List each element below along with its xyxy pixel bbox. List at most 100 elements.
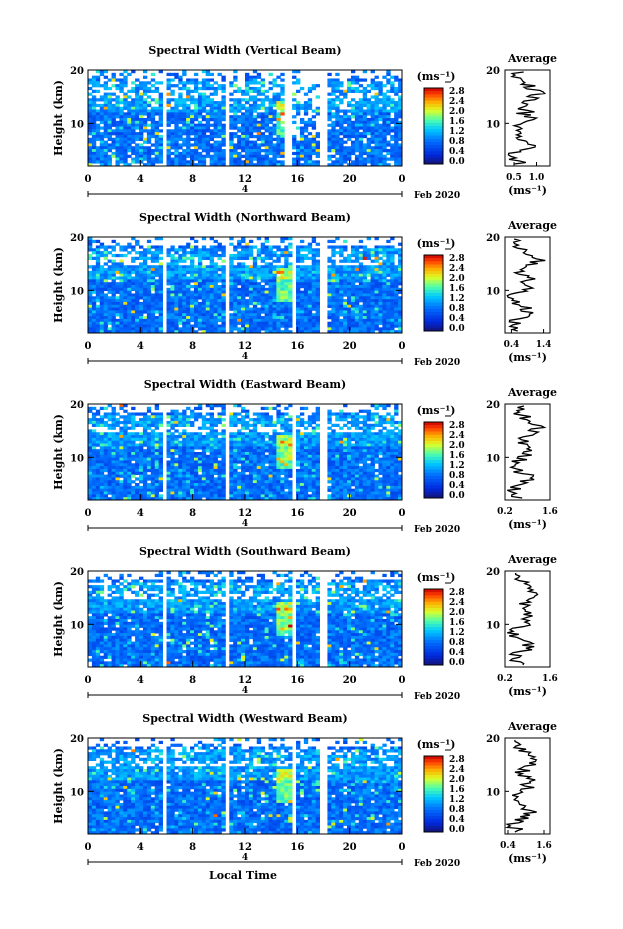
- heatmap-cell: [107, 488, 112, 492]
- heatmap-cell: [237, 327, 242, 331]
- heatmap-cell: [374, 75, 379, 79]
- heatmap-cell: [95, 435, 101, 439]
- heatmap-cell: [103, 120, 109, 125]
- heatmap-cell: [394, 318, 399, 323]
- heatmap-cell: [139, 262, 144, 266]
- heatmap-cell: [91, 146, 97, 150]
- colorbar-segment: [424, 145, 443, 149]
- heatmap-cell: [146, 443, 152, 447]
- heatmap-cell: [115, 126, 120, 130]
- heatmap-cell: [154, 485, 160, 490]
- heatmap-cell: [252, 270, 258, 275]
- heatmap-cell: [378, 287, 383, 292]
- heatmap-cell: [146, 248, 152, 252]
- heatmap-cell: [354, 149, 360, 153]
- heatmap-cell: [350, 321, 356, 325]
- heatmap-cell: [221, 163, 226, 167]
- heatmap-cell: [190, 273, 195, 277]
- heatmap-cell: [190, 449, 195, 453]
- heatmap-cell: [241, 123, 246, 127]
- heatmap-cell: [276, 98, 281, 102]
- colorbar-segment: [424, 289, 443, 294]
- heatmap-cell: [174, 480, 179, 484]
- heatmap-cell: [303, 245, 309, 249]
- heatmap-cell: [296, 324, 301, 328]
- heatmap-cell: [178, 474, 183, 478]
- heatmap-cell: [245, 149, 250, 153]
- heatmap-cell: [347, 279, 352, 283]
- heatmap-cell: [241, 239, 246, 244]
- heatmap-cell: [131, 81, 136, 85]
- heatmap-cell: [166, 463, 171, 467]
- heatmap-cell: [142, 443, 148, 447]
- heatmap-cell: [139, 423, 144, 427]
- heatmap-cell: [233, 89, 238, 93]
- heatmap-cell: [315, 268, 320, 272]
- heatmap-cell: [127, 95, 132, 99]
- heatmap-cell: [343, 265, 348, 269]
- heatmap-cell: [142, 126, 148, 130]
- heatmap-cell: [398, 126, 403, 130]
- heatmap-cell: [354, 81, 360, 85]
- heatmap-cell: [174, 151, 179, 156]
- heatmap-cell: [233, 324, 238, 328]
- heatmap-cell: [237, 129, 242, 133]
- heatmap-cell: [139, 477, 144, 481]
- heatmap-cell: [233, 256, 238, 260]
- heatmap-cell: [205, 310, 211, 314]
- heatmap-cell: [174, 143, 179, 147]
- heatmap-cell: [107, 299, 112, 303]
- heatmap-cell: [335, 307, 340, 311]
- heatmap-cell: [146, 132, 152, 136]
- heatmap-cell: [354, 318, 360, 323]
- heatmap-cell: [252, 313, 258, 317]
- heatmap-cell: [331, 276, 336, 280]
- heatmap-cell: [146, 415, 152, 419]
- heatmap-cell: [103, 310, 109, 314]
- heatmap-cell: [103, 126, 109, 130]
- heatmap-cell: [398, 163, 403, 167]
- heatmap-cell: [158, 296, 163, 300]
- heatmap-cell: [382, 296, 387, 300]
- heatmap-cell: [119, 120, 124, 125]
- heatmap-cell: [245, 140, 250, 144]
- heatmap-cell: [335, 134, 340, 139]
- heatmap-cell: [182, 287, 187, 292]
- heatmap-cell: [178, 449, 183, 453]
- heatmap-cell: [394, 285, 399, 289]
- heatmap-cell: [390, 126, 395, 130]
- heatmap-cell: [284, 285, 289, 289]
- heatmap-cell: [248, 239, 254, 244]
- colorbar-segment: [424, 126, 443, 130]
- heatmap-cell: [99, 98, 105, 102]
- heatmap-cell: [139, 253, 144, 258]
- heatmap-cell: [370, 253, 375, 258]
- heatmap-cell: [213, 299, 218, 303]
- heatmap-cell: [178, 129, 183, 133]
- heatmap-cell: [245, 106, 250, 110]
- heatmap-cell: [103, 129, 109, 133]
- heatmap-cell: [331, 279, 336, 283]
- heatmap-cell: [107, 86, 112, 91]
- heatmap-cell: [284, 327, 289, 331]
- heatmap-cell: [197, 457, 203, 461]
- heatmap-cell: [268, 290, 273, 294]
- heatmap-cell: [197, 497, 203, 501]
- heatmap-cell: [190, 423, 195, 427]
- heatmap-cell: [268, 72, 273, 77]
- heatmap-cell: [186, 301, 191, 306]
- heatmap-cell: [111, 435, 116, 439]
- heatmap-cell: [139, 149, 144, 153]
- heatmap-cell: [123, 466, 128, 470]
- heatmap-cell: [280, 248, 285, 252]
- heatmap-cell: [193, 485, 199, 490]
- heatmap-cell: [170, 287, 175, 292]
- heatmap-cell: [115, 485, 120, 490]
- heatmap-cell: [331, 259, 336, 263]
- heatmap-cell: [221, 98, 226, 102]
- heatmap-cell: [311, 151, 317, 156]
- heatmap-cell: [174, 157, 179, 161]
- heatmap-cell: [103, 86, 109, 91]
- heatmap-cell: [390, 149, 395, 153]
- heatmap-cell: [174, 259, 179, 263]
